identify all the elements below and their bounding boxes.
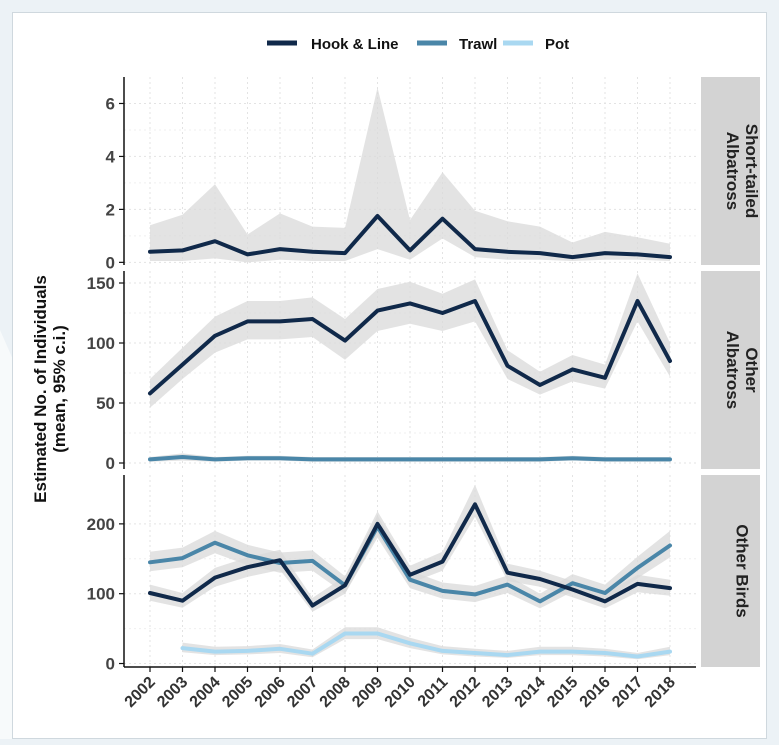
y-tick-label: 100 [87,334,115,353]
ci-band-hook-line [150,87,670,263]
series-line-hook-line [148,214,672,260]
series-line-hook-line [148,299,672,396]
ci-band-hook-line [150,273,670,408]
y-tick-label: 2 [106,200,115,219]
y-tick-label: 0 [106,253,115,272]
x-tick-label: 2018 [642,674,679,711]
facet-strip-label: Short-tailed [742,124,761,218]
y-tick-label: 0 [106,454,115,473]
y-tick-label: 200 [87,515,115,534]
y-tick-label: 4 [106,147,116,166]
x-tick-label: 2007 [284,674,321,711]
facet-strip [701,271,760,469]
x-tick-label: 2006 [252,674,289,711]
x-tick-label: 2014 [512,674,549,711]
x-tick-label: 2009 [349,674,386,711]
x-tick-label: 2010 [382,674,419,711]
facet-strip-label: Albatross [723,132,742,210]
x-tick-label: 2008 [317,674,354,711]
panel-other-birds: 0 100 200 Other Birds [87,475,760,674]
legend-label-trawl: Trawl [459,36,497,53]
y-axis-label-sub: (mean, 95% c.i.) [50,325,69,453]
x-tick-label: 2013 [479,674,516,711]
series-line-pot [180,631,672,659]
x-tick-label: 2017 [609,674,646,711]
series-line-trawl [148,455,672,462]
ci-band-trawl [150,515,670,609]
facet-strip [701,77,760,265]
y-axis-label: Estimated No. of Individuals [31,275,50,503]
x-tick-label: 2012 [447,674,484,711]
facet-strip-label: Other Birds [733,524,752,618]
series-line-hook-line [148,502,672,608]
x-tick-label: 2011 [415,674,452,711]
x-tick-label: 2004 [187,674,224,711]
facet-strip-label: Albatross [723,331,742,409]
y-tick-label: 0 [106,655,115,674]
y-tick-label: 150 [87,274,115,293]
x-tick-label: 2005 [219,674,256,711]
legend-label-hook-line: Hook & Line [311,36,399,53]
x-tick-label: 2016 [577,674,614,711]
facet-strip [701,475,760,667]
faceted-line-chart: Hook & Line Trawl Pot 0246Short-tailedAlba… [31,36,761,711]
y-tick-label: 100 [87,585,115,604]
y-tick-label: 6 [106,94,115,113]
x-tick-label: 2002 [122,674,159,711]
series-line-trawl [148,524,672,604]
x-axis: 2002200320042005200620072008200920102011… [122,666,696,711]
x-tick-label: 2003 [154,674,191,711]
chart-panels: 0246Short-tailedAlbatross050100150OtherA… [87,77,761,674]
legend: Hook & Line Trawl Pot [267,36,569,53]
y-tick-label: 50 [96,394,115,413]
chart-card: Hook & Line Trawl Pot 0 2 4 6 Short-tailed Alba… [12,12,767,739]
x-tick-label: 2015 [544,674,581,711]
legend-label-pot: Pot [545,36,569,53]
facet-strip-label: Other [742,347,761,393]
